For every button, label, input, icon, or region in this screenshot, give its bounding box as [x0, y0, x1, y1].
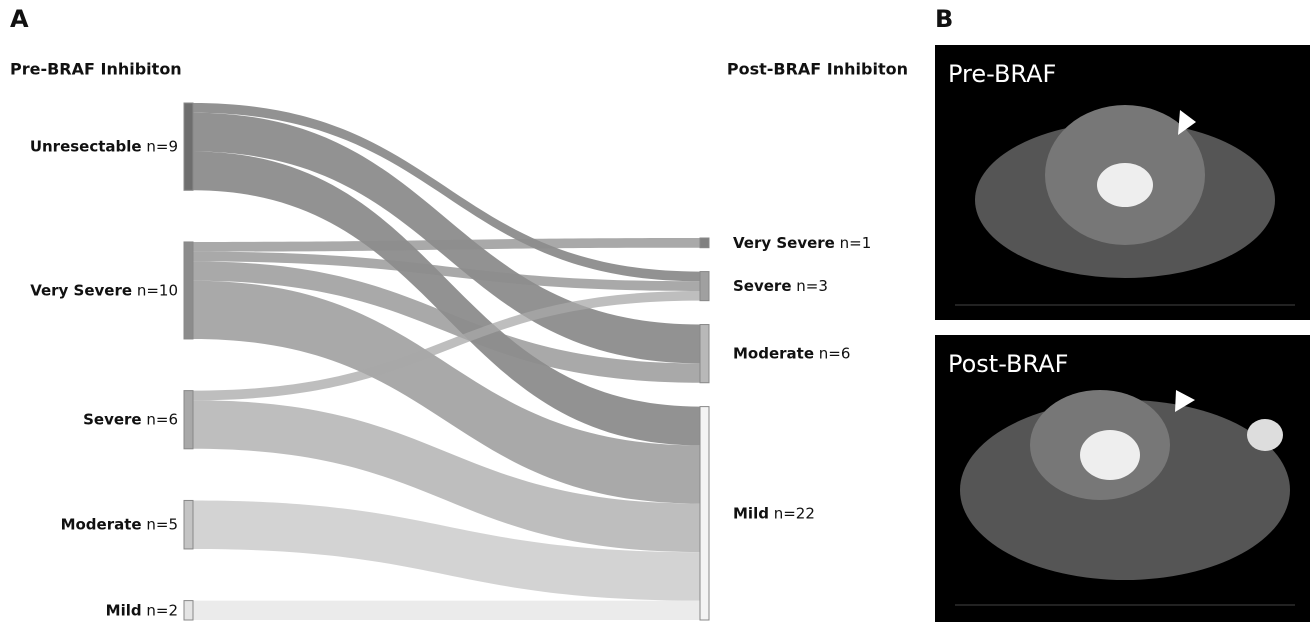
node-count: n=6	[146, 410, 178, 428]
figure: A Pre-BRAF Inhibiton Post-BRAF Inhibiton…	[0, 0, 1310, 622]
ct-image	[935, 335, 1310, 622]
node	[700, 325, 709, 383]
node-count: n=9	[146, 137, 178, 155]
node	[184, 103, 193, 190]
node-name: Very Severe	[30, 281, 132, 299]
node-name: Very Severe	[733, 233, 835, 251]
image-label: Post-BRAF	[948, 350, 1068, 378]
link	[193, 601, 700, 620]
image-label: Pre-BRAF	[948, 60, 1056, 88]
node-name: Severe	[733, 277, 792, 295]
node-label: Very Severe n=1	[733, 233, 871, 251]
node	[700, 238, 709, 248]
node-count: n=6	[819, 344, 851, 362]
node-count: n=1	[840, 233, 872, 251]
node-name: Mild	[106, 601, 142, 619]
panel-label: A	[10, 5, 29, 33]
node-name: Moderate	[61, 515, 142, 533]
node	[184, 601, 193, 620]
links	[193, 103, 700, 620]
left-title: Pre-BRAF Inhibiton	[10, 60, 182, 79]
panel-label: B	[935, 5, 953, 33]
right-title: Post-BRAF Inhibiton	[727, 60, 908, 79]
node-count: n=10	[137, 281, 178, 299]
node	[184, 500, 193, 549]
node	[184, 391, 193, 449]
node	[700, 407, 709, 620]
node-count: n=5	[146, 515, 178, 533]
node-label: Mild n=2	[106, 601, 178, 619]
node-label: Unresectable n=9	[30, 137, 178, 155]
node-name: Moderate	[733, 344, 814, 362]
node	[184, 242, 193, 339]
node-label: Very Severe n=10	[30, 281, 178, 299]
node-name: Unresectable	[30, 137, 142, 155]
node-label: Severe n=3	[733, 277, 828, 295]
node-count: n=22	[774, 504, 815, 522]
node-count: n=2	[146, 601, 178, 619]
node-label: Severe n=6	[83, 410, 178, 428]
node-name: Severe	[83, 410, 142, 428]
node-label: Moderate n=6	[733, 344, 850, 362]
node	[700, 272, 709, 301]
link	[193, 238, 700, 252]
node-name: Mild	[733, 504, 769, 522]
node-count: n=3	[796, 277, 828, 295]
node-label: Mild n=22	[733, 504, 815, 522]
node-label: Moderate n=5	[61, 515, 178, 533]
